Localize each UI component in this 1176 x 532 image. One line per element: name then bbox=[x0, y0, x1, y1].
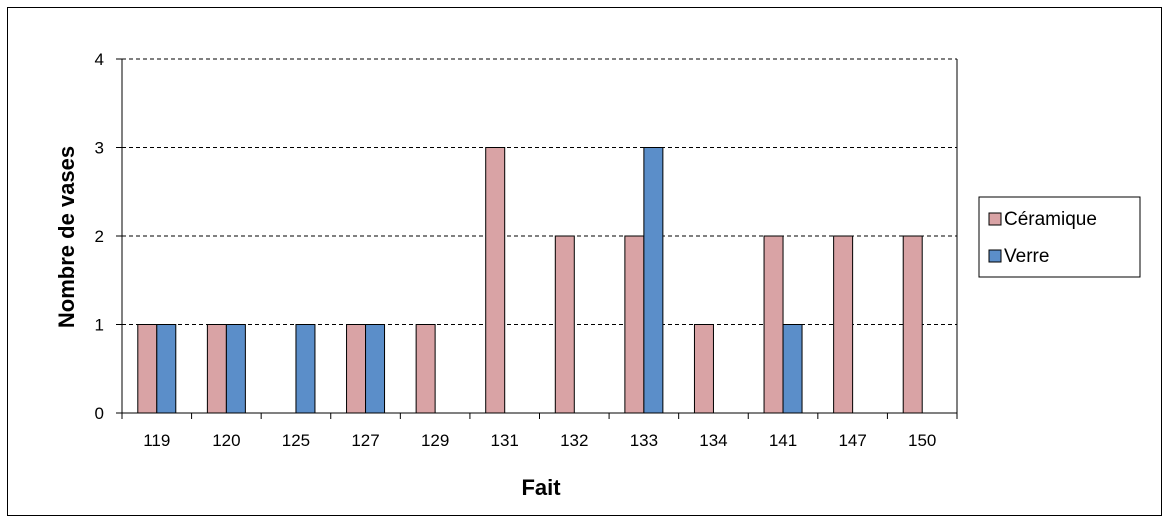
bar-c-ramique-119 bbox=[137, 324, 158, 414]
x-tick-label: 133 bbox=[630, 431, 658, 450]
chart-frame bbox=[7, 7, 1162, 516]
bar-c-ramique-129 bbox=[415, 324, 436, 414]
x-tick-label: 134 bbox=[699, 431, 727, 450]
bar-c-ramique-133 bbox=[624, 235, 645, 414]
bar-verre-127 bbox=[365, 324, 386, 414]
bar-verre-141 bbox=[782, 324, 803, 414]
bar-c-ramique-131 bbox=[485, 147, 506, 414]
axes bbox=[116, 58, 958, 419]
bar-verre-125 bbox=[295, 324, 316, 414]
legend-label-c-ramique: Céramique bbox=[1004, 209, 1097, 230]
x-tick-label: 131 bbox=[491, 431, 519, 450]
legend-swatch-c-ramique bbox=[988, 212, 1002, 226]
x-tick-label: 119 bbox=[143, 431, 170, 450]
tick-labels: 0 1 2 3 4 119 120 125 127 129 131 132 133 134 141 147 15… bbox=[95, 50, 937, 450]
bar-verre-120 bbox=[225, 324, 246, 414]
y-tick-label: 4 bbox=[95, 50, 104, 69]
x-tick-label: 120 bbox=[212, 431, 240, 450]
x-axis-label: Fait bbox=[521, 475, 561, 500]
bar-c-ramique-147 bbox=[833, 235, 854, 414]
bar-verre-133 bbox=[643, 147, 664, 414]
y-tick-label: 0 bbox=[95, 404, 104, 423]
x-tick-label: 147 bbox=[838, 431, 866, 450]
bars bbox=[137, 147, 923, 414]
y-tick-label: 3 bbox=[95, 139, 104, 158]
bar-c-ramique-134 bbox=[693, 324, 714, 414]
bar-c-ramique-141 bbox=[763, 235, 784, 414]
x-tick-label: 127 bbox=[351, 431, 379, 450]
legend: Céramique Verre bbox=[978, 196, 1141, 278]
legend-box bbox=[978, 196, 1141, 278]
x-tick-label: 132 bbox=[560, 431, 588, 450]
bar-verre-119 bbox=[156, 324, 177, 414]
gridlines bbox=[122, 58, 957, 325]
x-tick-label: 150 bbox=[908, 431, 936, 450]
bar-c-ramique-127 bbox=[346, 324, 367, 414]
y-tick-label: 2 bbox=[95, 227, 104, 246]
x-tick-label: 141 bbox=[769, 431, 797, 450]
bar-c-ramique-150 bbox=[902, 235, 923, 414]
x-tick-label: 129 bbox=[421, 431, 449, 450]
y-tick-label: 1 bbox=[95, 316, 104, 335]
x-tick-label: 125 bbox=[282, 431, 310, 450]
y-axis-label: Nombre de vases bbox=[54, 146, 79, 328]
legend-label-verre: Verre bbox=[1004, 246, 1049, 267]
bar-c-ramique-132 bbox=[554, 235, 575, 414]
legend-swatch-verre bbox=[988, 249, 1002, 263]
bar-c-ramique-120 bbox=[206, 324, 227, 414]
